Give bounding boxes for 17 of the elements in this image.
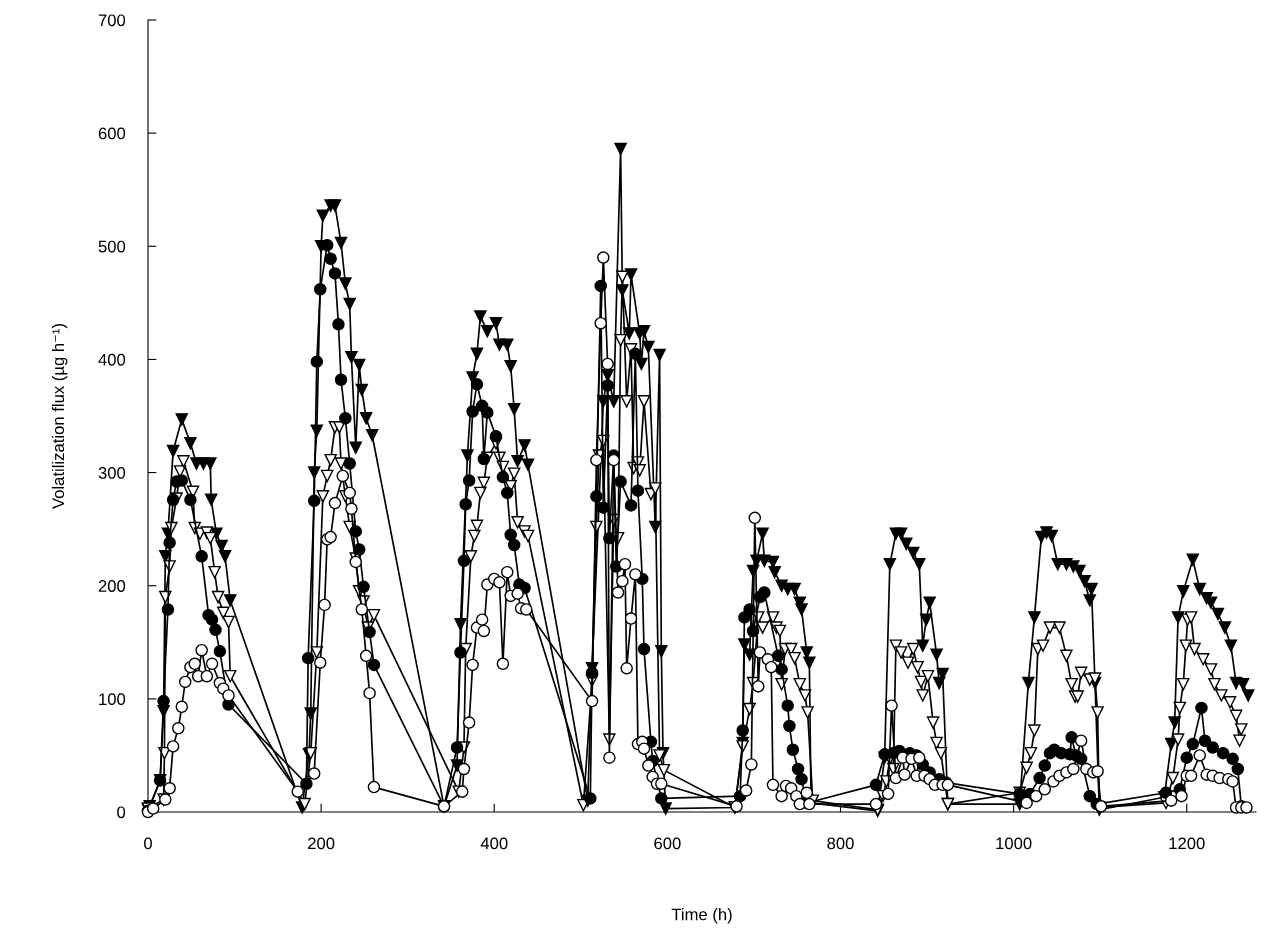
y-tick-label: 300	[98, 466, 126, 479]
x-axis-title: Time (h)	[671, 908, 732, 924]
y-tick-label: 0	[117, 806, 126, 819]
x-tick-label: 1000	[996, 837, 1032, 850]
y-tick-label: 100	[99, 693, 126, 706]
y-tick-label: 400	[98, 353, 126, 366]
y-tick-label: 700	[98, 14, 126, 27]
x-tick-label: 1200	[1169, 837, 1205, 850]
y-axis-title: Volatilization flux (µg h⁻¹)	[51, 324, 68, 509]
x-tick-label: 200	[308, 837, 335, 850]
y-tick-label: 500	[98, 240, 126, 253]
x-tick-label: 400	[480, 837, 508, 850]
x-tick-label: 800	[827, 837, 854, 850]
y-tick-label: 600	[98, 127, 126, 140]
x-tick-label: 600	[654, 837, 681, 850]
x-tick-label: 0	[144, 837, 152, 850]
y-tick-label: 200	[98, 580, 126, 592]
